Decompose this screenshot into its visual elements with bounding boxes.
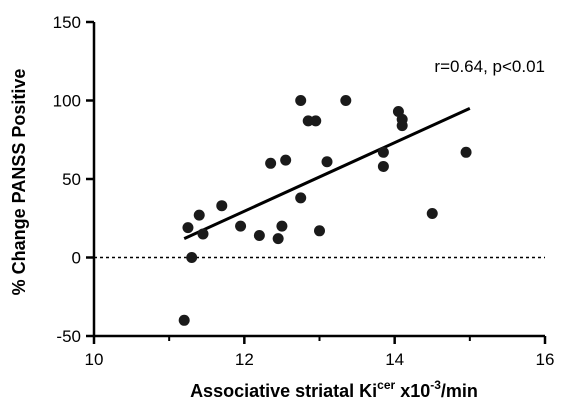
data-point: [280, 154, 292, 166]
data-point: [253, 230, 265, 242]
correlation-annotation: r=0.64, p<0.01: [434, 57, 545, 76]
y-tick-label: 50: [62, 170, 81, 189]
x-axis-title-suffix: /min: [441, 381, 478, 401]
x-axis-title: Associative striatal Kicer x10-3/min: [190, 378, 478, 401]
data-point: [426, 208, 438, 220]
data-point: [295, 192, 307, 204]
x-tick-label: 10: [85, 350, 104, 369]
axes: -50 0 50 100 150 10 12 14 16: [53, 13, 555, 369]
data-point: [460, 146, 472, 158]
data-point: [276, 220, 288, 232]
x-axis-title-base: Associative striatal Ki: [190, 381, 377, 401]
data-point: [377, 160, 389, 172]
data-point: [377, 146, 389, 158]
x-tick-label: 12: [235, 350, 254, 369]
y-axis-title: % Change PANSS Positive: [9, 69, 29, 296]
data-points: [178, 95, 472, 326]
regression-line: [183, 106, 471, 241]
data-point: [235, 220, 247, 232]
x-tick-label: 14: [385, 350, 404, 369]
data-point: [310, 115, 322, 127]
data-point: [396, 113, 408, 125]
data-point: [216, 200, 228, 212]
data-point: [265, 157, 277, 169]
data-point: [178, 314, 190, 326]
plot-area: [94, 106, 545, 259]
y-tick-label: 150: [53, 13, 81, 32]
data-point: [186, 252, 198, 263]
data-point: [295, 95, 307, 106]
data-point: [272, 233, 284, 245]
data-point: [182, 222, 194, 234]
x-tick-label: 16: [536, 350, 555, 369]
x-axis-title-superscript: cer: [377, 378, 395, 392]
data-point: [314, 225, 325, 237]
y-tick-label: -50: [56, 327, 81, 346]
data-point: [321, 156, 333, 168]
x-axis-title-exponent: -3: [430, 378, 441, 392]
data-point: [193, 209, 205, 221]
data-point: [302, 115, 314, 127]
x-axis-title-mid: x10: [395, 381, 430, 401]
y-tick-label: 0: [72, 249, 81, 268]
data-point: [197, 228, 209, 240]
y-tick-label: 100: [53, 92, 81, 111]
data-point: [340, 95, 352, 106]
